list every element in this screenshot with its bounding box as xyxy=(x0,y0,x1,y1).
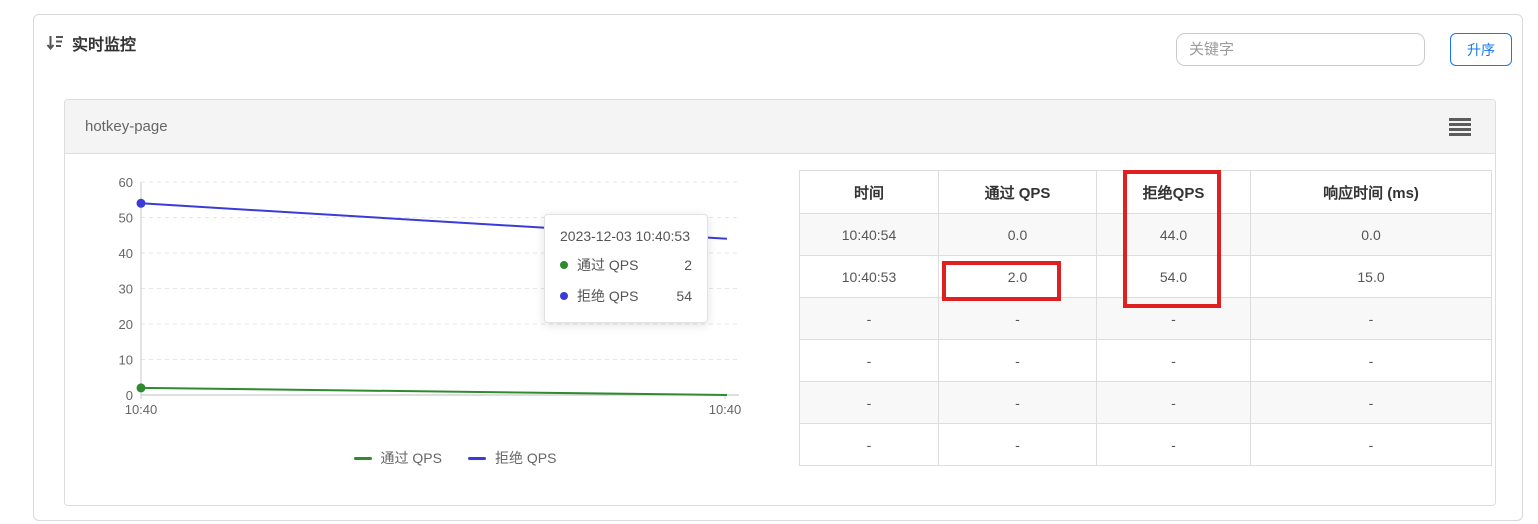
ascending-sort-button[interactable]: 升序 xyxy=(1450,33,1512,66)
table-cell: 15.0 xyxy=(1250,255,1492,298)
table-cell: - xyxy=(799,381,939,424)
table-cell: - xyxy=(938,423,1097,466)
tooltip-series-value: 54 xyxy=(676,288,692,304)
chart-menu-icon[interactable] xyxy=(1449,117,1471,136)
table-column-header: 拒绝QPS xyxy=(1096,170,1251,214)
table-cell: - xyxy=(799,297,939,340)
svg-text:50: 50 xyxy=(119,211,133,226)
resource-chart-panel: hotkey-page 0 10 20 30 40 50 60 10:40 10:40 xyxy=(64,99,1496,506)
table-column-header: 通过 QPS xyxy=(938,170,1097,214)
panel-body: 0 10 20 30 40 50 60 10:40 10:40 通过 QPS 拒绝 QPS 202… xyxy=(65,154,1495,505)
table-cell: 0.0 xyxy=(938,213,1097,256)
table-row: ---- xyxy=(799,423,1492,466)
legend-label: 拒绝 QPS xyxy=(495,450,557,466)
tooltip-timestamp: 2023-12-03 10:40:53 xyxy=(560,228,690,244)
table-cell: - xyxy=(938,297,1097,340)
qps-line-chart: 0 10 20 30 40 50 60 10:40 10:40 xyxy=(105,168,805,433)
table-row: 10:40:54 0.0 44.0 0.0 xyxy=(799,213,1492,256)
table-column-header: 响应时间 (ms) xyxy=(1250,170,1492,214)
table-cell: - xyxy=(938,381,1097,424)
table-cell: - xyxy=(1096,381,1251,424)
svg-text:20: 20 xyxy=(119,317,133,332)
monitoring-card: 实时监控 升序 hotkey-page xyxy=(33,14,1523,521)
svg-text:0: 0 xyxy=(126,388,133,403)
table-row: 10:40:53 2.0 54.0 15.0 xyxy=(799,255,1492,298)
svg-text:60: 60 xyxy=(119,175,133,190)
legend-label: 通过 QPS xyxy=(380,450,442,466)
card-header: 实时监控 xyxy=(46,31,136,55)
table-cell: - xyxy=(1250,381,1492,424)
tooltip-row: 通过 QPS 2 xyxy=(560,255,692,275)
metrics-table: 时间 通过 QPS 拒绝QPS 响应时间 (ms) 10:40:54 0.0 44.0 0.… xyxy=(799,170,1492,466)
table-cell: 2.0 xyxy=(938,255,1097,298)
series-dot-icon xyxy=(560,292,568,300)
table-cell: - xyxy=(799,339,939,382)
table-cell: - xyxy=(1250,423,1492,466)
svg-text:40: 40 xyxy=(119,246,133,261)
table-column-header: 时间 xyxy=(799,170,939,214)
legend-item[interactable]: 通过 QPS xyxy=(353,448,442,468)
table-row: ---- xyxy=(799,339,1492,382)
table-cell: - xyxy=(1250,339,1492,382)
svg-text:10:40: 10:40 xyxy=(125,402,158,417)
table-row: ---- xyxy=(799,297,1492,340)
legend-color-dash xyxy=(353,456,372,460)
legend-color-dash xyxy=(468,456,486,460)
metrics-table-wrap: 时间 通过 QPS 拒绝QPS 响应时间 (ms) 10:40:54 0.0 44.0 0.… xyxy=(799,170,1492,466)
svg-text:30: 30 xyxy=(119,282,133,297)
svg-text:10:40: 10:40 xyxy=(709,402,742,417)
series-dot-icon xyxy=(560,261,568,269)
chart-legend: 通过 QPS 拒绝 QPS xyxy=(105,448,805,468)
table-cell: 54.0 xyxy=(1096,255,1251,298)
table-header-row: 时间 通过 QPS 拒绝QPS 响应时间 (ms) xyxy=(799,170,1492,214)
tooltip-series-label: 通过 QPS xyxy=(577,257,639,273)
tooltip-row: 拒绝 QPS 54 xyxy=(560,286,692,306)
tooltip-series-value: 2 xyxy=(684,257,692,273)
tooltip-series-label: 拒绝 QPS xyxy=(577,288,639,304)
table-cell: 10:40:53 xyxy=(799,255,939,298)
table-cell: - xyxy=(799,423,939,466)
table-cell: - xyxy=(1250,297,1492,340)
table-cell: 10:40:54 xyxy=(799,213,939,256)
table-row: ---- xyxy=(799,381,1492,424)
table-cell: 0.0 xyxy=(1250,213,1492,256)
table-cell: - xyxy=(1096,297,1251,340)
table-cell: - xyxy=(938,339,1097,382)
table-cell: - xyxy=(1096,339,1251,382)
keyword-search-input[interactable] xyxy=(1176,33,1425,66)
resource-name-label: hotkey-page xyxy=(85,118,168,135)
sort-amount-down-icon xyxy=(46,34,64,52)
svg-text:10: 10 xyxy=(119,353,133,368)
table-cell: 44.0 xyxy=(1096,213,1251,256)
chart-tooltip: 2023-12-03 10:40:53 通过 QPS 2 拒绝 QPS 54 xyxy=(544,214,708,323)
panel-header: hotkey-page xyxy=(65,100,1495,154)
table-cell: - xyxy=(1096,423,1251,466)
page-title: 实时监控 xyxy=(72,37,137,54)
legend-item[interactable]: 拒绝 QPS xyxy=(468,448,556,468)
